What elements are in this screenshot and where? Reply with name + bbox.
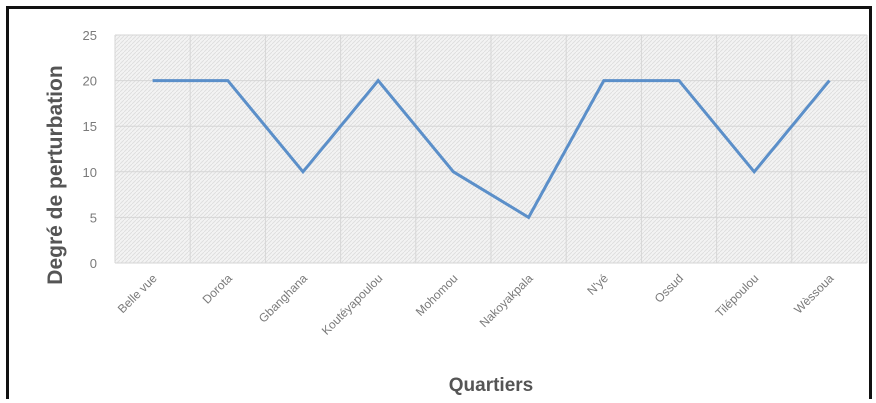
x-tick-label: Tilépoulou [713,271,762,320]
y-axis-ticks: 0 5 10 15 20 25 [83,28,97,271]
x-tick-label: Wèssoua [791,271,837,317]
series-line [152,78,831,220]
x-tick-label: Nakoyakpala [477,271,536,330]
x-tick-label: Mohomou [413,271,461,319]
x-tick-label: Belle vue [115,271,160,316]
x-tick-label: Koutéyapoulou [319,271,386,338]
y-tick-label: 10 [83,165,97,180]
x-tick-label: Dorota [200,271,236,307]
y-axis-title: Degré de perturbation [44,65,67,284]
grid-lines [114,34,868,264]
y-tick-label: 25 [83,28,97,43]
y-tick-label: 5 [90,210,97,225]
x-axis-ticks: Belle vue Dorota Gbanghana Koutéyapoulou Moh… [115,271,837,338]
x-tick-label: Ossud [652,271,686,305]
y-tick-label: 20 [83,74,97,89]
x-tick-label: N'yé [584,271,611,298]
x-tick-label: Gbanghana [256,271,310,325]
x-axis-title: Quartiers [449,375,533,396]
y-tick-label: 15 [83,119,97,134]
y-tick-label: 0 [90,256,97,271]
